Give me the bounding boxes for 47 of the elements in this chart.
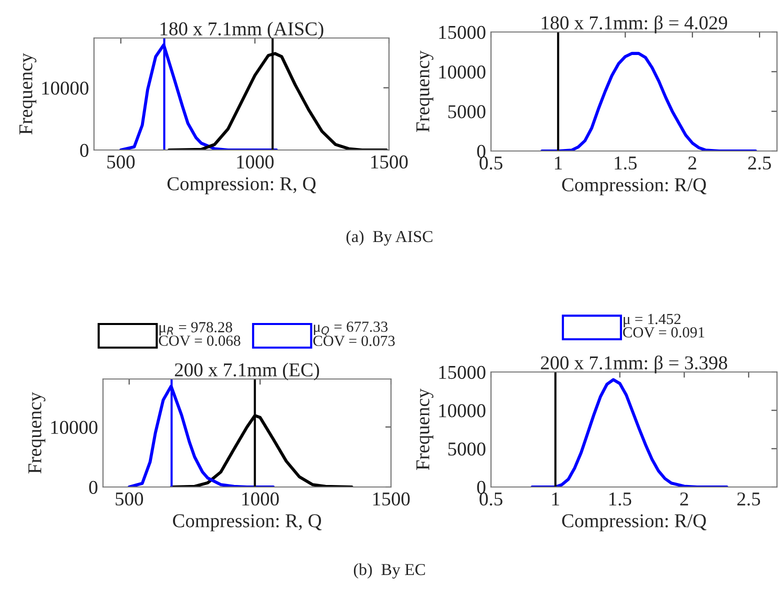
y-tick-label: 10000 [51, 420, 98, 434]
y-tick-label: 15000 [439, 26, 486, 39]
y-axis-title: Frequency [28, 392, 46, 474]
x-tick-label: 1000 [242, 492, 279, 506]
chart-title: 180 x 7.1mm: β = 4.029 [542, 16, 728, 34]
y-tick-label: 5000 [448, 442, 486, 456]
x-tick-label: 1 [552, 492, 560, 506]
y-axis-title: Frequency [416, 50, 434, 132]
x-tick-label: 1500 [373, 492, 410, 506]
y-tick-label: 0 [477, 480, 486, 494]
x-tick-label: 1 [554, 156, 562, 170]
x-tick-label: 1.5 [614, 156, 637, 170]
line-series [540, 52, 758, 151]
x-axis-title: Compression: R, Q [172, 514, 322, 532]
legend-label: μ = 1.452 COV = 0.091 [623, 314, 704, 338]
y-tick-label: 0 [477, 144, 486, 158]
y-tick-label: 5000 [448, 105, 486, 118]
text: (b) By EC [354, 563, 425, 579]
y-tick-label: 10000 [439, 65, 486, 79]
y-tick-label: 10000 [42, 82, 88, 95]
legend-label: μ$_{Q}$ = 677.33 COV = 0.073 [313, 322, 395, 346]
x-tick-label: 0.5 [480, 156, 502, 170]
line-series [530, 378, 728, 487]
y-tick-label: 15000 [439, 366, 486, 379]
x-tick-label: 2 [688, 156, 696, 170]
x-tick-label: 500 [116, 492, 144, 506]
y-axis-title: Frequency [416, 388, 434, 470]
x-axis-title: Compression: R/Q [562, 178, 706, 196]
text: (a) By AISC [346, 230, 432, 246]
x-axis-title: Compression: R/Q [562, 514, 706, 532]
x-tick-label: 2.5 [748, 156, 771, 170]
x-tick-label: 2 [680, 492, 688, 506]
x-tick-label: 1500 [371, 155, 408, 169]
y-tick-label: 0 [80, 144, 88, 157]
y-axis-title: Frequency [19, 53, 36, 134]
x-tick-label: 2.5 [737, 492, 760, 506]
y-tick-label: 0 [89, 480, 98, 494]
x-tick-label: 500 [107, 155, 135, 169]
x-tick-label: 0.5 [480, 492, 502, 506]
x-tick-label: 1000 [237, 155, 274, 169]
legend-label: μ$_{R}$ = 978.28 COV = 0.068 [158, 322, 240, 346]
x-tick-label: 1.5 [609, 492, 632, 506]
chart-title: 200 x 7.1mm (EC) [174, 362, 320, 380]
y-tick-label: 10000 [439, 404, 486, 418]
chart-title: 180 x 7.1mm (AISC) [160, 22, 324, 40]
x-axis-title: Compression: R, Q [167, 177, 316, 194]
chart-title: 200 x 7.1mm: β = 3.398 [540, 356, 728, 374]
